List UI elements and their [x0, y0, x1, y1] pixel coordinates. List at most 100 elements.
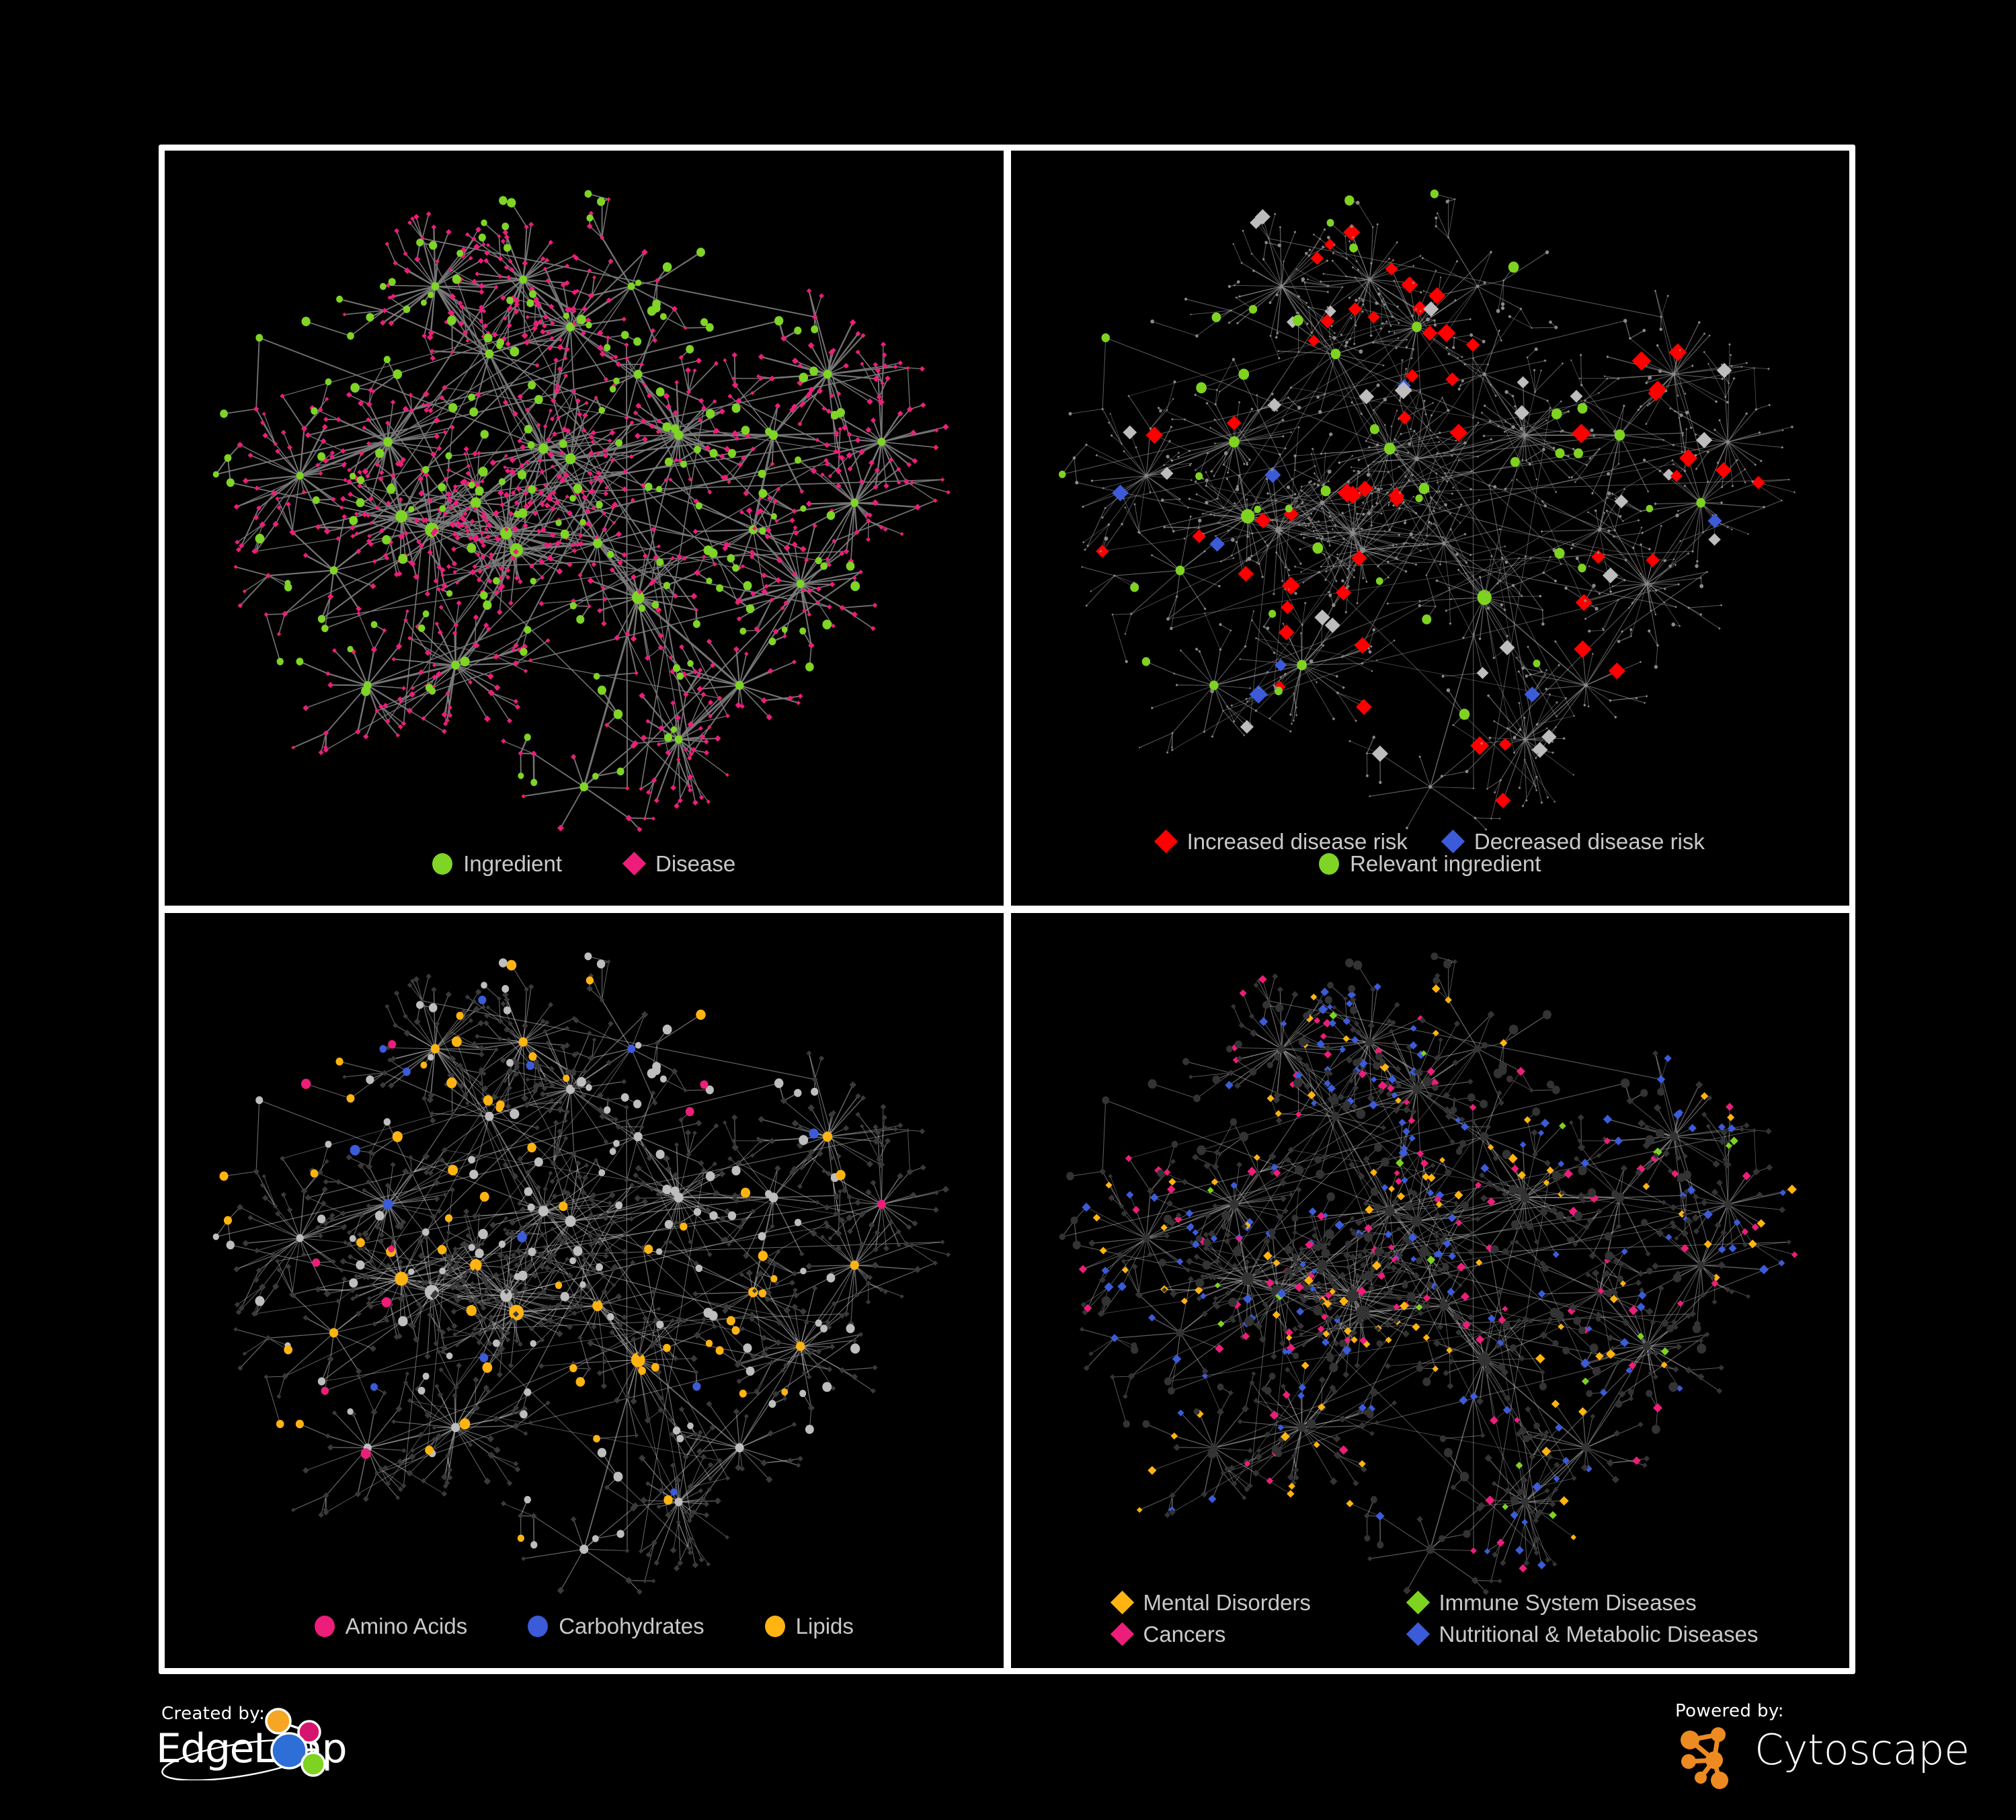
- network-node-ingredient: [1158, 409, 1162, 413]
- network-node-disease: [563, 1108, 571, 1115]
- network-node-disease: [1436, 212, 1439, 214]
- network-node-ingredient: [820, 562, 828, 570]
- network-node-ingredient: [732, 564, 739, 572]
- network-node-disease: [1271, 973, 1278, 980]
- network-node-disease: [791, 1333, 797, 1339]
- network-node-disease: [1346, 584, 1350, 588]
- legend-item[interactable]: Carbohydrates: [528, 1615, 704, 1637]
- cytoscape-logo[interactable]: Powered by: Cytoscape: [1674, 1701, 1970, 1789]
- network-node-disease: [1254, 1453, 1262, 1461]
- network-node-disease: [553, 1119, 559, 1125]
- network-canvas-disease-risk[interactable]: [1011, 151, 1850, 906]
- network-node-ingredient: [519, 275, 528, 284]
- network-node-ingredient: [417, 624, 426, 633]
- network-node-disease: [698, 1488, 704, 1493]
- panel-ingredient-disease[interactable]: Ingredient Disease: [165, 151, 1004, 906]
- network-node-disease: [1725, 400, 1729, 404]
- network-node-disease: [1521, 459, 1524, 461]
- network-node-disease: [1398, 491, 1402, 494]
- network-node-disease: [906, 406, 914, 413]
- network-node-disease: [1410, 1025, 1417, 1032]
- network-node-disease: [874, 467, 881, 473]
- legend-item[interactable]: Lipids: [764, 1615, 854, 1637]
- network-node-disease: [1291, 991, 1298, 998]
- network-node-disease: [398, 533, 405, 540]
- network-node-disease: [428, 1170, 434, 1177]
- network-node-disease: [1187, 449, 1191, 452]
- network-node-ingredient: [1668, 1382, 1678, 1392]
- network-node-disease: [553, 1261, 561, 1269]
- network-node-disease: [1467, 1314, 1474, 1321]
- network-node-disease: [1572, 715, 1575, 717]
- network-node-disease: [1168, 1509, 1176, 1516]
- network-node-disease: [616, 559, 623, 566]
- network-node-disease: [750, 391, 755, 395]
- network-node-disease: [499, 1264, 506, 1270]
- legend-item[interactable]: Increased disease risk: [1154, 829, 1408, 854]
- network-node-ingredient: [620, 1093, 629, 1102]
- network-node-disease: [835, 1230, 842, 1237]
- network-node-disease: [428, 498, 433, 504]
- network-node-disease: [651, 578, 657, 584]
- network-node-disease: [1607, 1334, 1614, 1342]
- network-node-ingredient: [1613, 430, 1617, 434]
- network-node-ingredient: [664, 1220, 674, 1229]
- network-node-ingredient: [759, 527, 766, 535]
- network-node-disease: [1327, 532, 1330, 535]
- network-node-disease: [586, 1366, 592, 1372]
- network-node-disease: [1392, 504, 1395, 507]
- legend-item[interactable]: Mental Disorders: [1110, 1590, 1408, 1615]
- network-canvas-ingredient-class[interactable]: [165, 913, 1004, 1668]
- legend-item[interactable]: Ingredient: [432, 853, 562, 875]
- network-node-disease: [547, 542, 553, 547]
- network-node-ingredient: [664, 457, 673, 467]
- legend-item[interactable]: Decreased disease risk: [1441, 829, 1705, 854]
- network-node-disease: [687, 787, 693, 793]
- network-node-disease: [1229, 1181, 1238, 1189]
- network-node-disease: [1418, 390, 1421, 393]
- legend-item[interactable]: Nutritional & Metabolic Diseases: [1406, 1622, 1759, 1647]
- edgeleap-logo[interactable]: Created by: EdgeLeap: [156, 1702, 375, 1780]
- network-node-disease: [599, 997, 605, 1003]
- network-node-disease: [1554, 491, 1557, 493]
- network-node-disease: [643, 1579, 647, 1583]
- network-node-ingredient: [692, 620, 700, 629]
- network-node-disease: [546, 494, 552, 500]
- network-canvas-disease-class[interactable]: [1011, 913, 1850, 1668]
- network-node-ingredient: [1279, 284, 1283, 288]
- network-node-disease: [471, 278, 478, 285]
- legend-item[interactable]: Disease: [622, 851, 735, 876]
- network-node-disease: [1370, 1222, 1376, 1228]
- network-canvas-ingredient-disease[interactable]: [165, 151, 1004, 906]
- network-node-disease: [1453, 1200, 1459, 1206]
- legend-item[interactable]: Cancers: [1110, 1622, 1408, 1647]
- network-node-disease: [536, 1185, 541, 1190]
- network-node-disease: [1358, 491, 1361, 494]
- panel-disease-risk[interactable]: Increased disease risk Decreased disease…: [1010, 151, 1850, 906]
- amino-acids-circle-icon: [314, 1615, 335, 1637]
- network-node-disease: [690, 747, 697, 753]
- network-node-disease: [1716, 362, 1732, 379]
- network-node-ingredient: [1644, 582, 1648, 586]
- network-node-disease: [799, 545, 807, 553]
- network-node-disease: [1397, 321, 1400, 325]
- network-node-disease: [1530, 1129, 1538, 1136]
- network-node-disease: [1405, 338, 1408, 341]
- network-node-disease: [590, 1201, 596, 1208]
- network-node-ingredient: [428, 291, 434, 299]
- legend-item[interactable]: Amino Acids: [314, 1615, 467, 1637]
- network-node-disease: [1520, 1476, 1528, 1484]
- legend-item[interactable]: Relevant ingredient: [1319, 853, 1541, 875]
- network-node-disease: [513, 309, 520, 315]
- network-node-disease: [354, 1294, 360, 1299]
- network-node-disease: [1529, 1088, 1534, 1093]
- network-node-disease: [537, 1220, 542, 1226]
- panel-ingredient-class[interactable]: Amino Acids Carbohydrates Lipids: [165, 913, 1004, 1668]
- network-node-disease: [731, 430, 739, 437]
- network-node-disease: [1656, 1075, 1665, 1084]
- legend-item[interactable]: Immune System Diseases: [1406, 1590, 1703, 1615]
- network-node-disease: [1279, 676, 1282, 678]
- panel-disease-class[interactable]: Mental Disorders Immune System Diseases …: [1010, 913, 1850, 1668]
- network-node-disease: [1323, 1050, 1332, 1059]
